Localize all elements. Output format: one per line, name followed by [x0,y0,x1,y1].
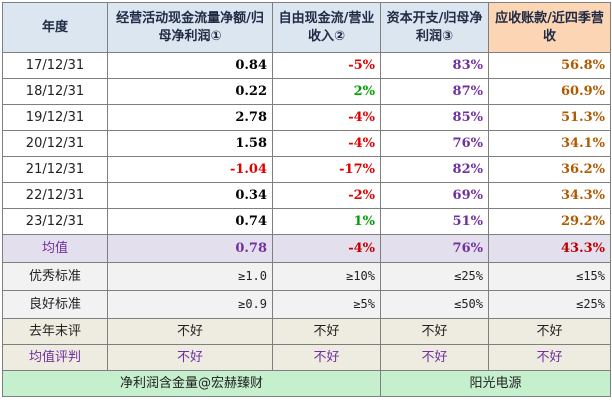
row-fcf-ratio: -4% [272,104,381,131]
average-capex-ratio: 76% [380,234,489,263]
row-receivables-ratio: 34.3% [488,182,611,209]
header-ocf-to-net-profit: 经营活动现金流量净额/归母净利润① [107,2,273,53]
good-standard-label: 良好标准 [2,290,108,319]
row-ocf-ratio: 2.78 [107,104,273,131]
last-year-eval-fcf: 不好 [272,318,381,345]
table-row: 23/12/31 0.74 1% 51% 29.2% [2,208,611,235]
excellent-standard-label: 优秀标准 [2,262,108,291]
good-standard-row: 良好标准 ≥0.9 ≥5% ≤50% ≤25% [2,290,611,319]
table-row: 17/12/31 0.84 -5% 83% 56.8% [2,52,611,79]
excellent-fcf-threshold: ≥10% [272,262,381,291]
row-receivables-ratio: 51.3% [488,104,611,131]
header-receivables-to-revenue: 应收账款/近四季营收 [488,2,611,53]
row-receivables-ratio: 29.2% [488,208,611,235]
excellent-ocf-threshold: ≥1.0 [107,262,273,291]
footer-row: 净利润含金量@宏赫臻财 阳光电源 [2,370,611,397]
row-capex-ratio: 83% [380,52,489,79]
row-capex-ratio: 85% [380,104,489,131]
row-fcf-ratio: -2% [272,182,381,209]
row-date: 17/12/31 [2,52,108,79]
row-capex-ratio: 69% [380,182,489,209]
average-ocf-ratio: 0.78 [107,234,273,263]
average-eval-label: 均值评判 [2,344,108,371]
header-row: 年度 经营活动现金流量净额/归母净利润① 自由现金流/营业收入② 资本开支/归母… [2,2,611,53]
table-row: 19/12/31 2.78 -4% 85% 51.3% [2,104,611,131]
average-fcf-ratio: -4% [272,234,381,263]
good-receivables-threshold: ≤25% [488,290,611,319]
row-ocf-ratio: 0.22 [107,78,273,105]
row-date: 20/12/31 [2,130,108,157]
row-receivables-ratio: 56.8% [488,52,611,79]
average-label: 均值 [2,234,108,263]
last-year-eval-label: 去年末评 [2,318,108,345]
last-year-eval-ocf: 不好 [107,318,273,345]
row-capex-ratio: 82% [380,156,489,183]
average-eval-row: 均值评判 不好 不好 不好 不好 [2,344,611,371]
row-ocf-ratio: 1.58 [107,130,273,157]
average-eval-ocf: 不好 [107,344,273,371]
good-fcf-threshold: ≥5% [272,290,381,319]
row-capex-ratio: 51% [380,208,489,235]
good-capex-threshold: ≤50% [380,290,489,319]
excellent-standard-row: 优秀标准 ≥1.0 ≥10% ≤25% ≤15% [2,262,611,291]
row-fcf-ratio: 1% [272,208,381,235]
good-ocf-threshold: ≥0.9 [107,290,273,319]
row-capex-ratio: 87% [380,78,489,105]
last-year-eval-receivables: 不好 [488,318,611,345]
header-capex-to-net-profit: 资本开支/归母净利润③ [380,2,489,53]
excellent-capex-threshold: ≤25% [380,262,489,291]
average-receivables-ratio: 43.3% [488,234,611,263]
last-year-eval-row: 去年末评 不好 不好 不好 不好 [2,318,611,345]
cashflow-quality-table: 年度 经营活动现金流量净额/归母净利润① 自由现金流/营业收入② 资本开支/归母… [2,2,611,397]
row-date: 18/12/31 [2,78,108,105]
row-ocf-ratio: 0.84 [107,52,273,79]
footer-company-name: 阳光电源 [380,370,611,397]
row-receivables-ratio: 34.1% [488,130,611,157]
last-year-eval-capex: 不好 [380,318,489,345]
average-row: 均值 0.78 -4% 76% 43.3% [2,234,611,263]
table-row: 22/12/31 0.34 -2% 69% 34.3% [2,182,611,209]
row-fcf-ratio: 2% [272,78,381,105]
row-fcf-ratio: -17% [272,156,381,183]
table-row: 20/12/31 1.58 -4% 76% 34.1% [2,130,611,157]
average-eval-fcf: 不好 [272,344,381,371]
row-capex-ratio: 76% [380,130,489,157]
table-row: 21/12/31 -1.04 -17% 82% 36.2% [2,156,611,183]
row-ocf-ratio: 0.34 [107,182,273,209]
row-receivables-ratio: 36.2% [488,156,611,183]
row-receivables-ratio: 60.9% [488,78,611,105]
row-ocf-ratio: 0.74 [107,208,273,235]
row-fcf-ratio: -5% [272,52,381,79]
table-row: 18/12/31 0.22 2% 87% 60.9% [2,78,611,105]
header-fcf-to-revenue: 自由现金流/营业收入② [272,2,381,53]
average-eval-receivables: 不好 [488,344,611,371]
row-ocf-ratio: -1.04 [107,156,273,183]
row-date: 22/12/31 [2,182,108,209]
row-date: 19/12/31 [2,104,108,131]
excellent-receivables-threshold: ≤15% [488,262,611,291]
header-year: 年度 [2,2,108,53]
row-fcf-ratio: -4% [272,130,381,157]
average-eval-capex: 不好 [380,344,489,371]
footer-source-label: 净利润含金量@宏赫臻财 [2,370,381,397]
row-date: 23/12/31 [2,208,108,235]
row-date: 21/12/31 [2,156,108,183]
